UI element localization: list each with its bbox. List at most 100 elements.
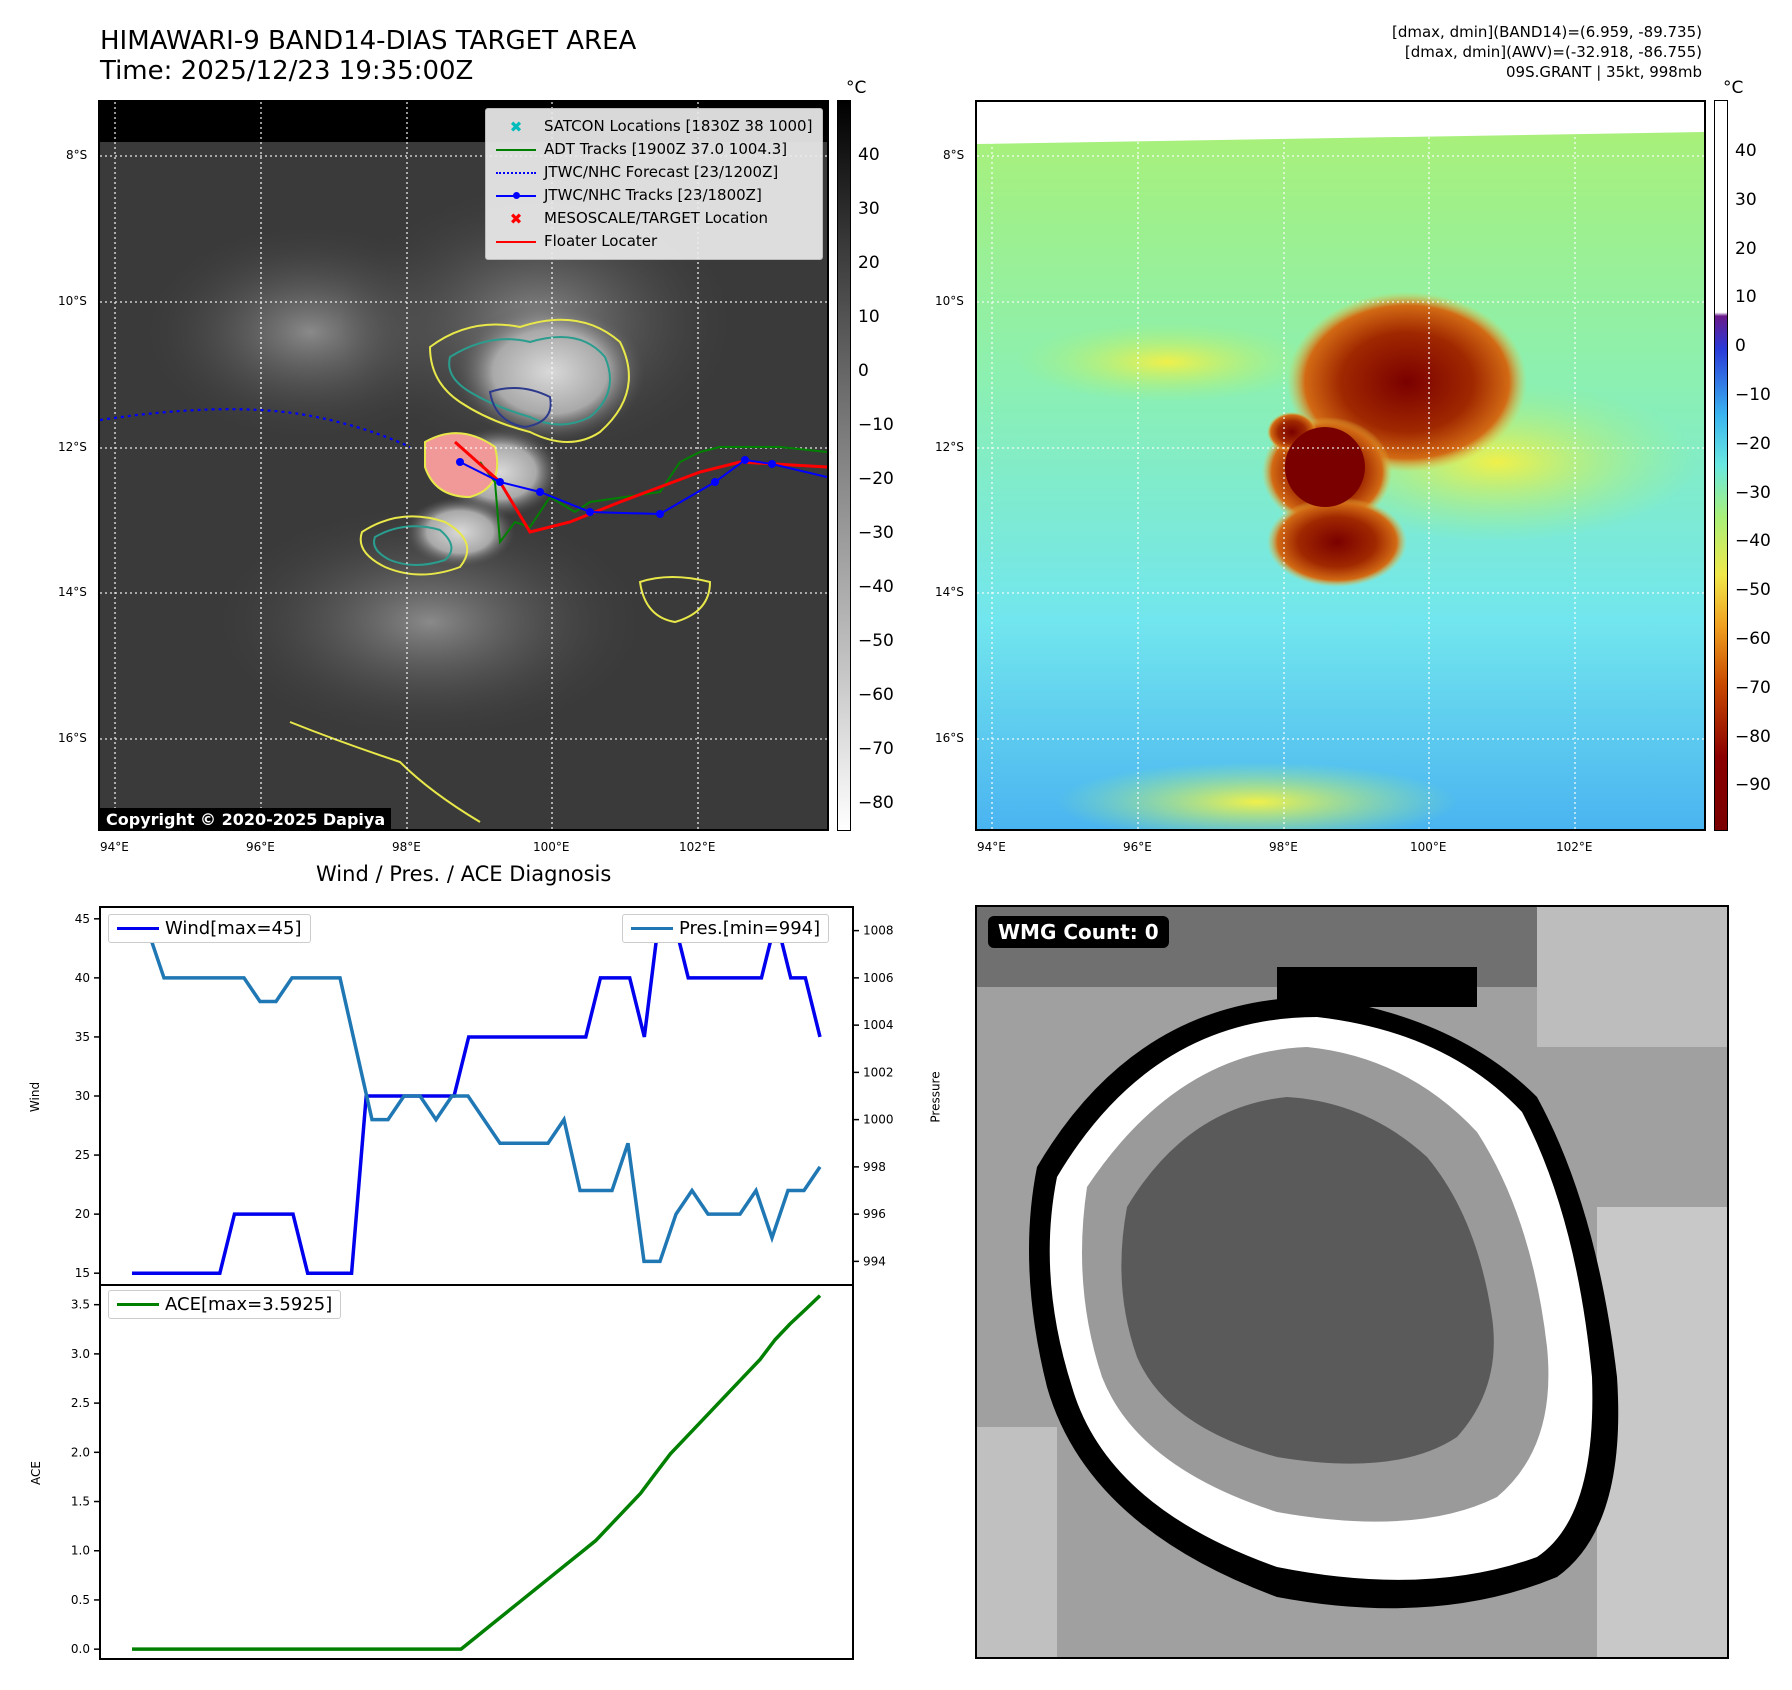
storm-info: 09S.GRANT | 35kt, 998mb [1505,63,1702,81]
band14-range: [dmax, dmin](BAND14)=(6.959, -89.735) [1391,23,1702,41]
ir-legend: ✖ SATCON Locations [1830Z 38 1000] ADT T… [485,108,824,260]
diagnosis-title: Wind / Pres. / ACE Diagnosis [316,862,612,886]
ir-colorbar-tick: 40 [858,145,880,165]
ir-colorbar-tick: 0 [858,361,869,381]
wind-tick-label: 15 [75,1266,90,1280]
awv-colorbar-tick: −30 [1735,482,1771,503]
ace-legend-line-icon [117,1303,159,1306]
satcon-x-icon: ✖ [509,117,523,136]
ir-colorbar-tick: 10 [858,307,880,327]
ace-axis-label: ACE [28,1461,43,1485]
awv-lat-tick: 8°S [943,148,965,162]
ace-tick-label: 0.5 [71,1593,90,1607]
ace-tick-label: 2.0 [71,1445,90,1459]
wind-legend: Wind[max=45] [108,914,311,943]
awv-lon-tick: 98°E [1269,840,1298,854]
ace-tick-label: 2.5 [71,1396,90,1410]
ir-lat-tick: 16°S [58,731,87,745]
ir-colorbar-tick: −40 [858,577,894,597]
awv-lat-tick: 12°S [935,440,964,454]
ir-colorbar-tick: −30 [858,523,894,543]
legend-entry-forecast: JTWC/NHC Forecast [23/1200Z] [496,161,812,184]
ace-series-line [132,1294,822,1651]
awv-lat-tick: 10°S [935,294,964,308]
ir-lon-tick: 102°E [679,840,716,854]
pressure-tick-label: 1002 [863,1065,894,1079]
pressure-tick-label: 998 [863,1160,886,1174]
pressure-tick-label: 994 [863,1254,886,1268]
ir-colorbar-tick: −50 [858,631,894,651]
wind-axis-label: Wind [28,1081,43,1113]
ir-lat-tick: 8°S [66,148,88,162]
ir-lon-tick: 94°E [100,840,129,854]
pressure-legend-line-icon [631,927,673,930]
tracks-line-dot-icon [496,189,536,203]
wind-pressure-axes-frame [99,906,854,1286]
awv-map-panel [975,100,1706,831]
legend-entry-floater: Floater Locater [496,230,812,253]
legend-entry-mesoscale: ✖ MESOSCALE/TARGET Location [496,207,812,230]
ir-colorbar-tick: −60 [858,685,894,705]
pressure-series-line [132,928,822,1264]
awv-colorbar-tick: −50 [1735,580,1771,601]
wind-tick-label: 20 [75,1207,90,1221]
awv-lon-tick: 96°E [1123,840,1152,854]
awv-colorbar-tick: 20 [1735,238,1757,259]
adt-line-icon [496,143,536,157]
ir-lon-tick: 96°E [246,840,275,854]
ace-tick-label: 1.0 [71,1544,90,1558]
awv-colorbar-tick: 0 [1735,336,1746,357]
awv-colorbar-unit: °C [1723,78,1744,98]
ir-lat-tick: 14°S [58,585,87,599]
ir-colorbar-tick: −70 [858,739,894,759]
ace-tick-label: 1.5 [71,1495,90,1509]
ir-colorbar-tick: −10 [858,415,894,435]
ir-lon-tick: 98°E [392,840,421,854]
awv-lon-tick: 94°E [977,840,1006,854]
legend-entry-adt: ADT Tracks [1900Z 37.0 1004.3] [496,138,812,161]
copyright-label: Copyright © 2020-2025 Dapiya [100,808,392,831]
forecast-dotted-icon [496,166,536,180]
pressure-tick-label: 1000 [863,1113,894,1127]
awv-colorbar-tick: −40 [1735,531,1771,552]
ace-tick-label: 3.5 [71,1298,90,1312]
wind-tick-label: 30 [75,1089,90,1103]
wind-tick-label: 40 [75,971,90,985]
ace-legend: ACE[max=3.5925] [108,1290,342,1319]
diagnosis-chart: 15 20 25 30 35 40 45 994 996 998 1000 1002 1004 1006 1… [71,906,894,1660]
wind-legend-line-icon [117,927,159,930]
wmg-image [977,907,1727,1657]
wind-tick-label: 35 [75,1030,90,1044]
figure-time: Time: 2025/12/23 19:35:00Z [100,56,474,86]
stats-block: [dmax, dmin](BAND14)=(6.959, -89.735) [d… [1392,22,1702,82]
figure-title: HIMAWARI-9 BAND14-DIAS TARGET AREA [100,26,637,56]
ir-colorbar-tick: −20 [858,469,894,489]
awv-colorbar-tick: 30 [1735,189,1757,210]
awv-colorbar-tick: −10 [1735,385,1771,405]
awv-colorbar-tick: 10 [1735,287,1757,308]
awv-lon-tick: 102°E [1556,840,1593,854]
legend-entry-tracks: JTWC/NHC Tracks [23/1800Z] [496,184,812,207]
legend-entry-satcon: ✖ SATCON Locations [1830Z 38 1000] [496,115,813,138]
awv-colorbar-tick: −80 [1735,726,1771,747]
awv-map-image [977,102,1704,829]
awv-colorbar [1714,100,1728,831]
ir-colorbar [837,100,851,831]
ace-tick-label: 0.0 [71,1642,90,1656]
awv-lat-tick: 16°S [935,731,964,745]
pressure-tick-label: 996 [863,1207,886,1221]
pressure-axis-label: Pressure [928,1071,943,1123]
floater-line-icon [496,235,536,249]
wind-series-line [132,917,822,1275]
ir-colorbar-tick: 20 [858,253,880,273]
pressure-tick-label: 1008 [863,924,894,938]
wmg-panel [975,905,1729,1659]
pressure-tick-label: 1006 [863,971,894,985]
awv-colorbar-tick: −60 [1735,629,1771,649]
wind-tick-label: 45 [75,912,90,926]
pressure-tick-label: 1004 [863,1018,894,1032]
pressure-legend: Pres.[min=994] [622,914,830,943]
ace-axes-frame [99,1284,854,1660]
awv-colorbar-tick: 40 [1735,141,1757,161]
ir-colorbar-unit: °C [846,78,867,98]
